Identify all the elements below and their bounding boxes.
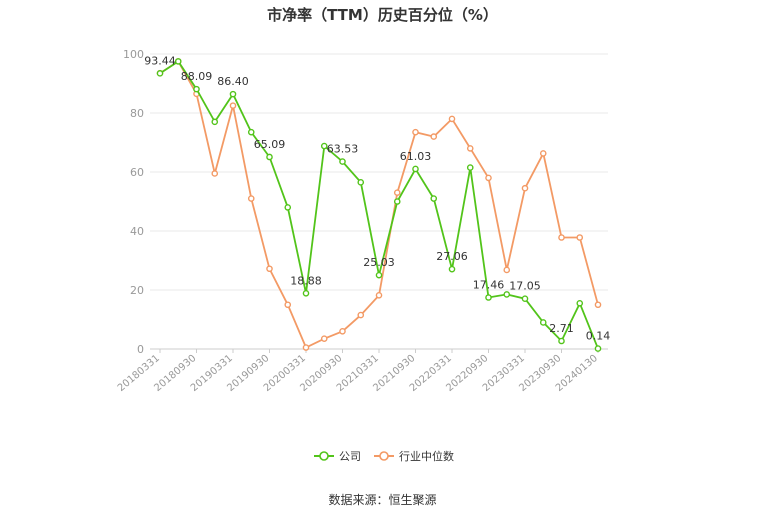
data-point xyxy=(284,301,292,309)
data-label: 63.53 xyxy=(327,143,359,156)
data-point xyxy=(576,234,584,241)
data-point xyxy=(302,344,310,351)
data-label: 93.44 xyxy=(144,54,176,67)
data-point xyxy=(320,142,328,150)
data-label: 2.71 xyxy=(549,322,574,335)
data-point xyxy=(503,266,511,274)
data-point xyxy=(211,118,219,126)
data-point xyxy=(266,265,273,273)
data-point xyxy=(393,189,401,196)
data-point xyxy=(594,345,602,352)
data-point xyxy=(558,337,565,345)
data-labels: 93.44 88.09 86.40 65.09 18.88 63.53 25.03 61.03… xyxy=(144,54,610,342)
y-tick-label: 60 xyxy=(130,166,144,179)
legend-swatch-marker xyxy=(379,451,389,461)
data-point xyxy=(302,290,310,297)
data-point xyxy=(412,165,419,173)
legend-swatch-marker xyxy=(319,451,329,461)
data-label: 0.14 xyxy=(586,330,611,343)
y-tick-label: 100 xyxy=(123,48,144,61)
y-tick-label: 20 xyxy=(130,284,144,297)
data-point xyxy=(211,170,219,177)
data-point xyxy=(503,291,511,298)
data-label: 17.05 xyxy=(509,280,541,293)
data-point xyxy=(266,153,273,161)
chart-title: 市净率（TTM）历史百分位（%） xyxy=(267,6,498,24)
series-line xyxy=(159,60,599,349)
data-point xyxy=(594,301,602,309)
data-point xyxy=(357,311,365,319)
data-label: 88.09 xyxy=(181,70,213,83)
data-point xyxy=(393,198,401,205)
data-point xyxy=(375,271,383,279)
data-point xyxy=(521,184,529,192)
data-point xyxy=(485,294,492,301)
data-point xyxy=(339,158,346,165)
y-tick-label: 80 xyxy=(130,107,144,120)
data-point xyxy=(539,150,547,157)
data-point xyxy=(156,70,164,77)
data-point xyxy=(320,335,328,342)
data-point xyxy=(539,319,547,326)
y-axis-ticks: 0 20 40 60 80 100 xyxy=(123,48,144,356)
data-point xyxy=(466,145,474,152)
data-point xyxy=(412,128,419,136)
data-label: 18.88 xyxy=(290,274,322,287)
legend-item[interactable]: 公司 xyxy=(314,450,361,463)
data-point xyxy=(229,102,237,109)
data-point xyxy=(558,234,565,241)
source-note: 数据来源：恒生聚源 xyxy=(328,493,437,507)
data-point xyxy=(247,195,255,202)
data-label: 27.06 xyxy=(436,250,468,263)
series-layer xyxy=(156,58,602,352)
legend: 公司 行业中位数 xyxy=(314,449,454,463)
x-axis: 2018033120180930201903312019093020200331… xyxy=(116,348,608,394)
data-point xyxy=(339,327,346,335)
data-label: 17.46 xyxy=(473,278,505,291)
data-label: 86.40 xyxy=(217,75,249,88)
data-point xyxy=(229,90,237,98)
data-point xyxy=(448,265,456,273)
data-point xyxy=(485,174,492,182)
data-label: 25.03 xyxy=(363,256,395,269)
data-point xyxy=(430,133,438,140)
legend-item[interactable]: 行业中位数 xyxy=(374,449,454,463)
legend-label: 公司 xyxy=(339,450,361,463)
data-point xyxy=(576,299,584,307)
data-point xyxy=(448,115,456,123)
data-label: 61.03 xyxy=(400,150,432,163)
data-point xyxy=(247,128,255,136)
data-point xyxy=(174,58,182,65)
data-point xyxy=(357,179,365,186)
data-label: 65.09 xyxy=(254,138,286,151)
y-tick-label: 0 xyxy=(137,343,144,356)
data-point xyxy=(284,204,292,211)
grid xyxy=(150,53,608,350)
data-point xyxy=(375,292,383,299)
data-point xyxy=(193,85,200,93)
data-point xyxy=(466,164,474,171)
legend-label: 行业中位数 xyxy=(399,449,454,463)
y-tick-label: 40 xyxy=(130,225,144,238)
data-point xyxy=(521,295,529,303)
data-point xyxy=(430,195,438,202)
